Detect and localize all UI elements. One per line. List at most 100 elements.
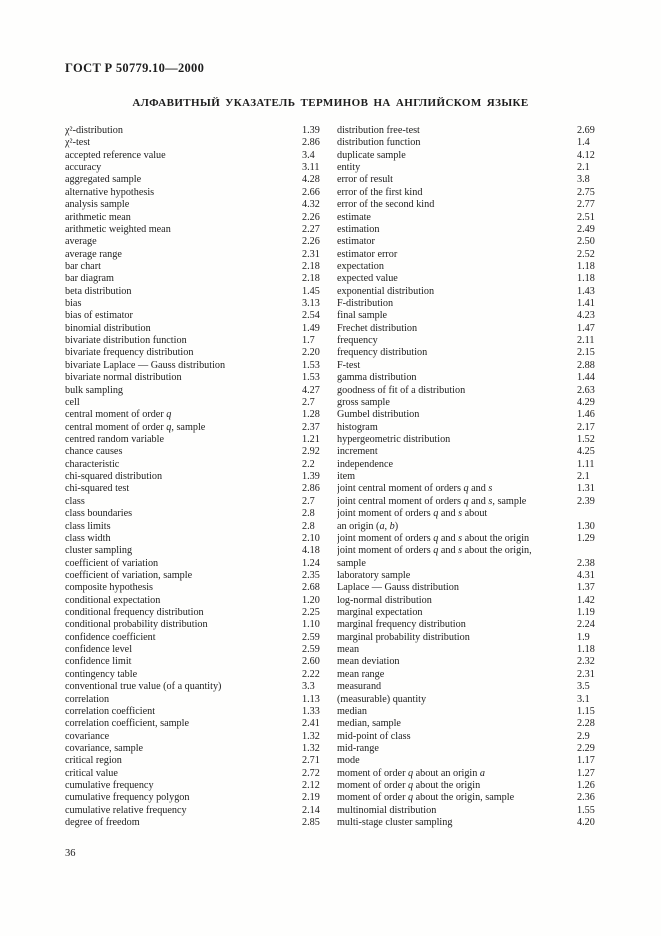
index-entry: joint moment of orders q and s about the… bbox=[337, 533, 612, 545]
term-label: confidence coefficient bbox=[65, 631, 156, 643]
term-ref: 2.26 bbox=[302, 236, 320, 248]
term-label: class bbox=[65, 495, 85, 507]
term-label: coefficient of variation, sample bbox=[65, 569, 193, 581]
term-ref: 1.37 bbox=[577, 582, 595, 594]
term-label: cell bbox=[65, 396, 80, 408]
index-entry: analysis sample 4.32 bbox=[65, 199, 332, 211]
index-entry: average 2.26 bbox=[65, 236, 332, 248]
index-entry: correlation coefficient 1.33 bbox=[65, 706, 332, 718]
index-entry: arithmetic mean 2.26 bbox=[65, 212, 332, 224]
index-entry: characteristic 2.2 bbox=[65, 459, 332, 471]
term-ref: 1.39 bbox=[302, 125, 320, 136]
index-entry: Gumbel distribution 1.46 bbox=[337, 409, 612, 421]
term-label: correlation bbox=[65, 693, 110, 705]
term-ref: 2.11 bbox=[577, 335, 595, 347]
term-ref: 3.1 bbox=[577, 693, 590, 705]
index-entry: increment 4.25 bbox=[337, 446, 612, 458]
index-entry: bias of estimator 2.54 bbox=[65, 310, 332, 322]
index-entry: mean 1.18 bbox=[337, 644, 612, 656]
term-label: Laplace — Gauss distribution bbox=[337, 582, 459, 594]
term-ref: 2.31 bbox=[302, 248, 320, 260]
term-ref: 2.39 bbox=[577, 495, 595, 507]
term-ref: 2.37 bbox=[302, 421, 320, 433]
term-label: increment bbox=[337, 446, 378, 458]
term-label: multinomial distribution bbox=[337, 804, 437, 816]
index-entry: χ²-test 2.86 bbox=[65, 137, 332, 149]
term-ref: 2.88 bbox=[577, 359, 595, 371]
term-label: hypergeometric distribution bbox=[337, 433, 451, 445]
term-label: moment of order q about an origin a bbox=[337, 767, 485, 779]
term-label: bivariate distribution function bbox=[65, 335, 187, 347]
index-entry: item 2.1 bbox=[337, 471, 612, 483]
index-entry: multinomial distribution 1.55 bbox=[337, 805, 612, 817]
term-label: mid-range bbox=[337, 742, 379, 754]
term-ref: 2.27 bbox=[302, 223, 320, 235]
term-label: estimator error bbox=[337, 248, 398, 260]
term-ref: 1.15 bbox=[577, 705, 595, 717]
term-ref: 4.27 bbox=[302, 384, 320, 396]
index-entry: estimate 2.51 bbox=[337, 212, 612, 224]
term-label: conventional true value (of a quantity) bbox=[65, 681, 222, 693]
term-label: final sample bbox=[337, 310, 388, 322]
term-ref: 1.29 bbox=[577, 532, 595, 544]
term-label: mean range bbox=[337, 668, 385, 680]
index-entry: mean range 2.31 bbox=[337, 669, 612, 681]
term-label: laboratory sample bbox=[337, 569, 411, 581]
term-ref: 2.52 bbox=[577, 248, 595, 260]
term-ref: 3.13 bbox=[302, 298, 320, 310]
index-entry: chi-squared test 2.86 bbox=[65, 483, 332, 495]
term-ref: 1.17 bbox=[577, 755, 595, 767]
term-label: gross sample bbox=[337, 396, 390, 408]
term-label: conditional probability distribution bbox=[65, 619, 208, 631]
term-label: aggregated sample bbox=[65, 174, 142, 186]
term-ref: 2.85 bbox=[302, 817, 320, 829]
term-ref: 2.14 bbox=[302, 804, 320, 816]
index-entry: conditional probability distribution 1.10 bbox=[65, 619, 332, 631]
term-label: joint moment of orders q and s about the… bbox=[337, 545, 532, 557]
term-label: accuracy bbox=[65, 162, 102, 174]
term-label: moment of order q about the origin bbox=[337, 780, 481, 792]
term-ref: 1.44 bbox=[577, 372, 595, 384]
term-label: moment of order q about the origin, samp… bbox=[337, 792, 515, 804]
term-label: joint central moment of orders q and s, … bbox=[337, 495, 527, 507]
term-label: (measurable) quantity bbox=[337, 693, 427, 705]
term-label: centred random variable bbox=[65, 433, 164, 445]
index-table: χ²-distribution 1.39 χ²-test 2.86 accepted r… bbox=[65, 125, 612, 829]
index-entry: bias 3.13 bbox=[65, 298, 332, 310]
index-entry: confidence limit 2.60 bbox=[65, 656, 332, 668]
term-ref: 2.49 bbox=[577, 223, 595, 235]
term-label: joint central moment of orders q and s bbox=[337, 483, 493, 495]
term-ref: 4.28 bbox=[302, 174, 320, 186]
index-entry: conditional frequency distribution 2.25 bbox=[65, 607, 332, 619]
term-label: χ²-test bbox=[65, 137, 91, 149]
term-label: mean bbox=[337, 644, 360, 656]
term-ref: 2.51 bbox=[577, 211, 595, 223]
index-entry: covariance 1.32 bbox=[65, 731, 332, 743]
term-ref: 2.15 bbox=[577, 347, 595, 359]
term-ref: 1.24 bbox=[302, 557, 320, 569]
index-entry: an origin (a, b) 1.30 bbox=[337, 521, 612, 533]
term-label: Frechet distribution bbox=[337, 322, 418, 334]
term-ref: 2.50 bbox=[577, 236, 595, 248]
term-ref: 1.39 bbox=[302, 471, 320, 483]
term-ref: 2.32 bbox=[577, 656, 595, 668]
index-entry: coefficient of variation 1.24 bbox=[65, 558, 332, 570]
term-label: bivariate Laplace — Gauss distribution bbox=[65, 359, 226, 371]
index-entry: bivariate Laplace — Gauss distribution 1.… bbox=[65, 360, 332, 372]
term-label: conditional expectation bbox=[65, 594, 161, 606]
term-ref: 2.68 bbox=[302, 582, 320, 594]
term-label: confidence level bbox=[65, 644, 133, 656]
term-label: histogram bbox=[337, 421, 378, 433]
term-label: critical region bbox=[65, 755, 122, 767]
index-entry: median, sample 2.28 bbox=[337, 718, 612, 730]
index-entry: covariance, sample 1.32 bbox=[65, 743, 332, 755]
term-ref: 2.38 bbox=[577, 557, 595, 569]
term-label: bar diagram bbox=[65, 273, 114, 285]
term-label: analysis sample bbox=[65, 199, 130, 211]
document-id: ГОСТ Р 50779.10—2000 bbox=[65, 61, 205, 75]
term-ref: 2.86 bbox=[302, 137, 320, 149]
term-label: average bbox=[65, 236, 97, 248]
term-ref: 1.53 bbox=[302, 372, 320, 384]
index-entry: chi-squared distribution 1.39 bbox=[65, 471, 332, 483]
index-column-right: distribution free-test 2.69 distribution f… bbox=[337, 125, 612, 829]
